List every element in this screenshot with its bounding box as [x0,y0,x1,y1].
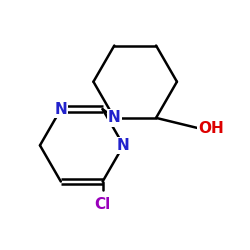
Text: OH: OH [198,120,224,136]
Text: N: N [54,102,67,117]
Text: Cl: Cl [94,197,111,212]
Text: N: N [108,110,121,126]
Text: N: N [117,138,130,153]
